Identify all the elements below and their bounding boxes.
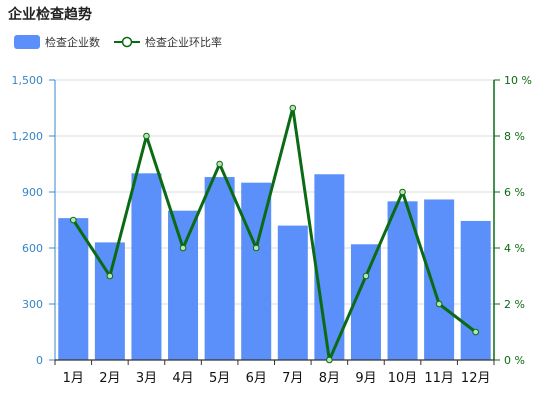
line-point xyxy=(362,272,370,280)
legend-item-line[interactable]: 检查企业环比率 xyxy=(114,34,222,50)
legend-bar-swatch xyxy=(14,35,40,49)
x-tick-label: 5月 xyxy=(209,371,230,386)
line-point xyxy=(216,160,223,168)
chart-legend: 检查企业数 检查企业环比率 xyxy=(14,34,236,50)
y-right-tick-label: 10 % xyxy=(504,74,532,87)
line-point xyxy=(399,188,406,196)
line-point xyxy=(435,300,443,308)
line-point xyxy=(252,244,260,252)
chart-title: 企业检查趋势 xyxy=(8,7,92,23)
bar xyxy=(460,220,491,360)
x-tick-label: 3月 xyxy=(136,371,157,386)
y-left-tick-label: 0 xyxy=(36,354,43,367)
x-tick-label: 9月 xyxy=(355,371,376,386)
bar xyxy=(387,201,418,360)
line-series xyxy=(72,106,477,362)
x-tick-label: 1月 xyxy=(63,371,84,386)
line-point xyxy=(289,104,297,112)
y-right-tick-label: 8 % xyxy=(504,130,525,143)
line-point xyxy=(179,244,187,252)
bar xyxy=(58,218,89,360)
x-tick-label: 8月 xyxy=(319,371,340,386)
legend-bar-label: 检查企业数 xyxy=(45,36,100,49)
legend-item-bar[interactable]: 检查企业数 xyxy=(14,34,100,50)
legend-line-swatch xyxy=(114,36,140,48)
line-point xyxy=(472,328,480,336)
y-left-tick-label: 300 xyxy=(22,298,43,311)
bar xyxy=(168,210,199,360)
y-right-tick-label: 0 % xyxy=(504,354,525,367)
x-tick-label: 2月 xyxy=(99,371,120,386)
x-tick-label: 7月 xyxy=(282,371,303,386)
x-tick-label: 11月 xyxy=(424,371,454,386)
line-point xyxy=(69,216,77,224)
x-tick-label: 10月 xyxy=(388,371,418,386)
bar xyxy=(314,174,345,360)
legend-line-label: 检查企业环比率 xyxy=(145,36,222,49)
x-tick-label: 12月 xyxy=(461,371,491,386)
bar xyxy=(204,177,235,360)
x-tick-label: 4月 xyxy=(172,371,193,386)
x-tick-label: 6月 xyxy=(246,371,267,386)
y-right-tick-label: 4 % xyxy=(504,242,525,255)
line-point xyxy=(106,272,114,280)
line-point xyxy=(326,356,333,364)
y-left-tick-label: 1,200 xyxy=(12,130,44,143)
bar xyxy=(131,173,162,360)
y-left-tick-label: 600 xyxy=(22,242,43,255)
y-right-tick-label: 6 % xyxy=(504,186,525,199)
y-left-tick-label: 900 xyxy=(22,186,43,199)
bar xyxy=(424,199,455,360)
line-point xyxy=(143,132,150,140)
y-left-tick-label: 1,500 xyxy=(12,74,44,87)
bar xyxy=(277,225,308,360)
y-right-tick-label: 2 % xyxy=(504,298,525,311)
